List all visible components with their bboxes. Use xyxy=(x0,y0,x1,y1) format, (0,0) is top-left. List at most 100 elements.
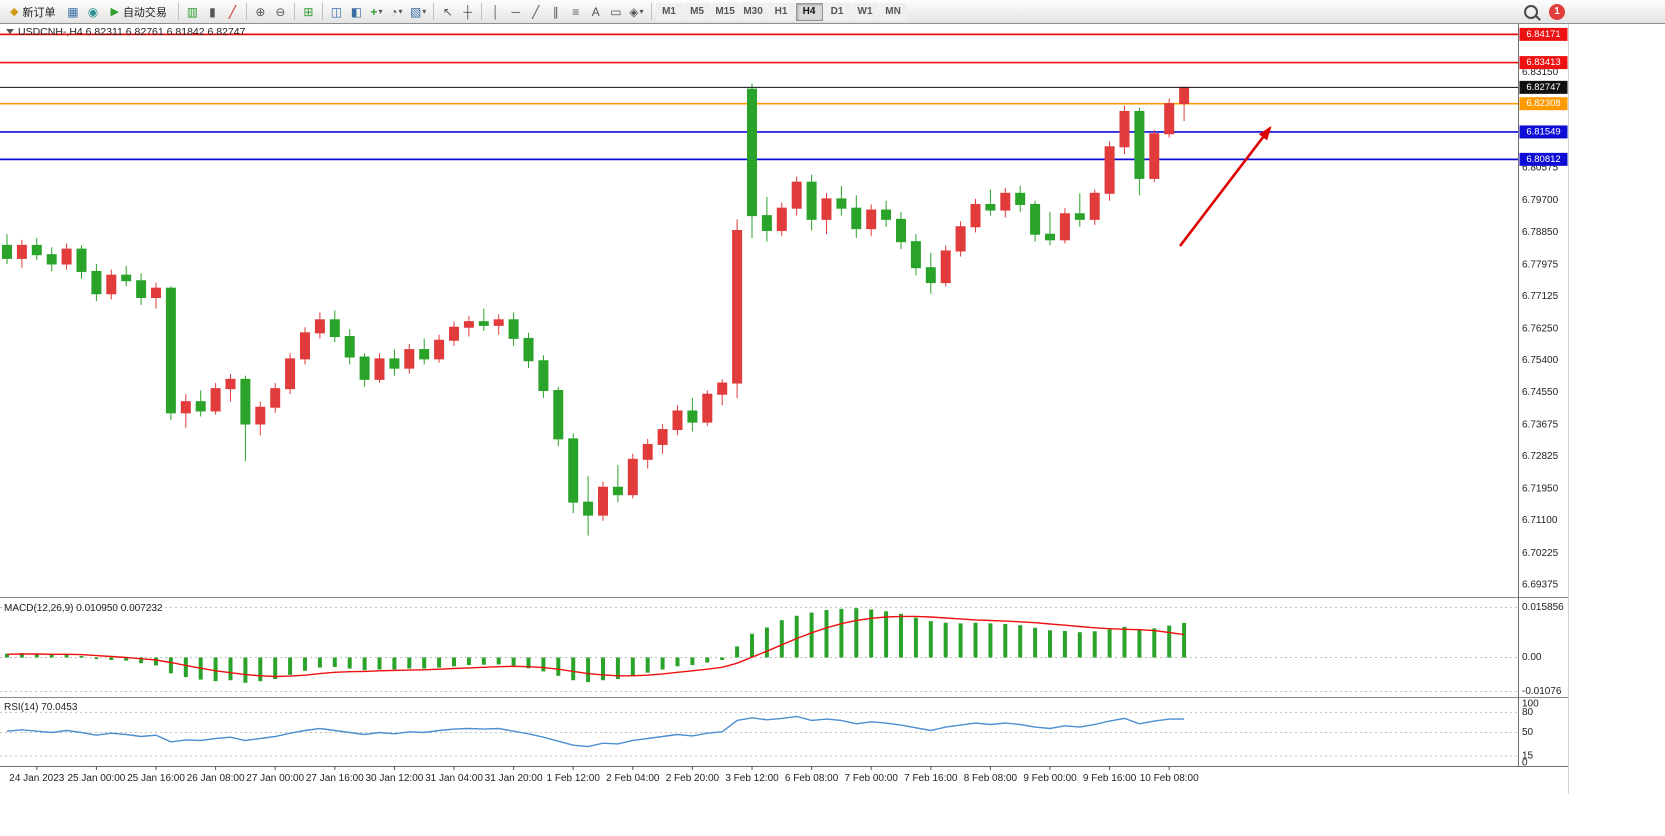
line-chart-icon: ╱ xyxy=(228,4,237,19)
autotrading-button[interactable]: ▶ 自动交易 xyxy=(103,2,173,22)
toolbar-separator xyxy=(245,3,247,20)
toolbar: ◆ 新订单 ▦ ◉ ▶ 自动交易 ▥ ▮ ╱ ⊕ ⊖ ⊞ ◫ ◧ + ▾ ◔ ▾ ▧… xyxy=(0,0,1665,24)
macd-histogram-bar xyxy=(317,657,322,668)
templates-button[interactable]: ▧ ▾ xyxy=(407,2,429,22)
macd-histogram-bar xyxy=(258,657,263,682)
candle-body xyxy=(851,207,862,230)
candle-body xyxy=(598,486,608,516)
timeframe-w1-button[interactable]: W1 xyxy=(851,2,879,21)
periods-button[interactable]: ◔ ▾ xyxy=(387,2,406,22)
macd-histogram-bar xyxy=(705,657,710,663)
price-tick-label: 6.69375 xyxy=(1522,579,1559,590)
candle-body xyxy=(955,226,966,252)
navigator-icon: ◧ xyxy=(350,4,363,19)
chart-window-button[interactable]: ▦ xyxy=(63,2,82,22)
macd-histogram-bar xyxy=(615,657,620,679)
time-tick-label: 1 Feb 12:00 xyxy=(547,773,601,784)
macd-histogram-bar xyxy=(779,620,784,658)
candle-body xyxy=(687,410,698,423)
tile-windows-button[interactable]: ⊞ xyxy=(299,2,318,22)
cursor-button[interactable]: ↖ xyxy=(438,2,457,22)
price-badge xyxy=(1519,125,1568,139)
notification-badge[interactable]: 1 xyxy=(1549,3,1565,20)
candle-body xyxy=(493,319,504,326)
candle-body xyxy=(866,209,877,230)
timeframe-m30-button[interactable]: M30 xyxy=(739,2,767,21)
macd-histogram-bar xyxy=(377,657,382,670)
macd-histogram-bar xyxy=(1137,629,1142,658)
macd-histogram-bar xyxy=(794,615,799,658)
trendline-button[interactable]: ╱ xyxy=(526,2,545,22)
time-tick-label: 6 Feb 08:00 xyxy=(785,773,839,784)
bar-chart-button[interactable]: ▥ xyxy=(183,2,202,22)
timeframe-h1-button[interactable]: H1 xyxy=(767,2,795,21)
price-badge xyxy=(1519,152,1568,166)
zoom-out-button[interactable]: ⊖ xyxy=(271,2,290,22)
vertical-line-button[interactable]: │ xyxy=(486,2,505,22)
rsi-scale-label: 0 xyxy=(1522,758,1528,769)
timeframe-d1-button[interactable]: D1 xyxy=(823,2,851,21)
arrange-button[interactable]: ◫ xyxy=(327,2,346,22)
macd-histogram-bar xyxy=(541,657,546,672)
macd-histogram-bar xyxy=(452,657,456,667)
candle-body xyxy=(106,274,117,295)
candle-body xyxy=(121,274,132,282)
macd-histogram-bar xyxy=(1003,623,1008,658)
candle-body xyxy=(523,337,534,362)
candle-body xyxy=(1134,110,1145,179)
macd-histogram-bar xyxy=(332,657,337,667)
macd-histogram-bar xyxy=(675,657,680,667)
indicators-button[interactable]: + ▾ xyxy=(367,2,386,22)
candle-body xyxy=(612,486,623,496)
new-order-icon: ◆ xyxy=(10,6,19,18)
macd-scale-label: 0.015856 xyxy=(1522,602,1564,613)
channel-button[interactable]: ∥ xyxy=(546,2,565,22)
candle-body xyxy=(344,336,355,358)
macd-histogram-bar xyxy=(94,657,99,660)
price-badge-label: 6.82747 xyxy=(1526,82,1560,93)
chart-svg[interactable]: 0.015856 0.00 -0.01076 MACD(12,26,9) 0.0109… xyxy=(0,24,1665,836)
timeframe-m5-button[interactable]: M5 xyxy=(683,2,711,21)
candlestick-button[interactable]: ▮ xyxy=(203,2,222,22)
price-badge-label: 6.82308 xyxy=(1526,98,1560,109)
horizontal-line-button[interactable]: ─ xyxy=(506,2,525,22)
text-button[interactable]: A xyxy=(586,2,605,22)
macd-histogram-bar xyxy=(1077,632,1082,658)
candle-body xyxy=(463,321,474,328)
macd-histogram-bar xyxy=(362,657,367,671)
trend-arrow[interactable] xyxy=(1178,125,1272,247)
macd-histogram-bar xyxy=(735,646,740,658)
label-button[interactable]: ▭ xyxy=(606,2,625,22)
macd-histogram-bar xyxy=(288,657,293,675)
macd-histogram-bar xyxy=(49,654,54,658)
macd-histogram-bar xyxy=(660,657,665,670)
timeframe-m1-button[interactable]: M1 xyxy=(655,2,683,21)
crosshair-button[interactable]: ┼ xyxy=(458,2,477,22)
timeframe-h4-button[interactable]: H4 xyxy=(795,2,823,21)
candle-body xyxy=(1000,192,1011,211)
macd-histogram-bar xyxy=(1033,627,1038,658)
macd-histogram-bar xyxy=(511,657,516,666)
time-axis: 24 Jan 2023 25 Jan 00:00 25 Jan 16:00 26 Ja… xyxy=(9,766,1199,784)
time-tick-label: 24 Jan 2023 xyxy=(9,773,64,784)
macd-histogram-bar xyxy=(407,657,412,669)
macd-histogram-bar xyxy=(154,657,158,666)
macd-histogram-bar xyxy=(228,657,233,681)
line-chart-button[interactable]: ╱ xyxy=(223,2,242,22)
fibonacci-button[interactable]: ≡ xyxy=(566,2,585,22)
chevron-down-icon: ▾ xyxy=(639,7,644,16)
shapes-button[interactable]: ◈ ▾ xyxy=(626,2,646,22)
timeframe-m15-button[interactable]: M15 xyxy=(711,2,739,21)
candle-body xyxy=(195,401,206,412)
profile-button[interactable]: ◉ xyxy=(83,2,102,22)
new-order-button[interactable]: ◆ 新订单 xyxy=(3,2,62,22)
macd-histogram-bar xyxy=(973,622,978,658)
macd-histogram-bar xyxy=(1092,631,1097,658)
time-tick-label: 31 Jan 20:00 xyxy=(485,773,543,784)
navigator-button[interactable]: ◧ xyxy=(347,2,366,22)
zoom-in-button[interactable]: ⊕ xyxy=(251,2,270,22)
candle-body xyxy=(225,378,236,390)
price-tick-label: 6.74550 xyxy=(1522,387,1559,398)
search-icon[interactable] xyxy=(1524,4,1538,19)
timeframe-mn-button[interactable]: MN xyxy=(879,2,907,21)
